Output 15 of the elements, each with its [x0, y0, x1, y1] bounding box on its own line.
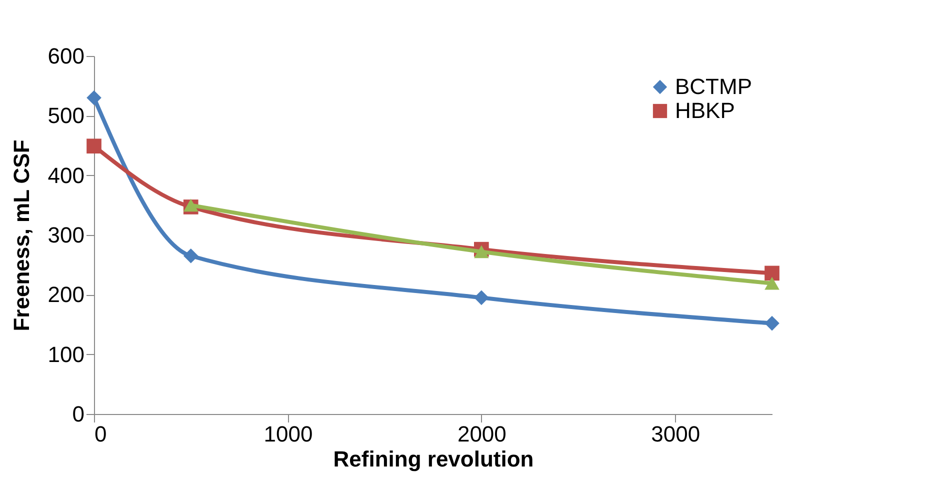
x-tick-label: 3000: [651, 422, 700, 446]
x-axis-title: Refining revolution: [333, 446, 534, 472]
x-tick-label: 2000: [457, 422, 506, 446]
y-tick-label: 400: [48, 162, 84, 188]
y-axis-title: Freeness, mL CSF: [8, 140, 34, 332]
legend-label: HBKP: [675, 98, 735, 123]
x-tick-label: 0: [94, 422, 107, 446]
y-tick-label: 500: [48, 103, 84, 128]
y-tick-label: 200: [48, 282, 84, 308]
y-tick-label: 0: [72, 402, 84, 426]
y-tick-label: 100: [48, 342, 84, 367]
y-tick-label: 600: [48, 44, 84, 68]
legend-label: BCTMP: [675, 74, 752, 99]
y-tick-label: 300: [48, 222, 84, 248]
x-tick-label: 1000: [264, 422, 313, 446]
